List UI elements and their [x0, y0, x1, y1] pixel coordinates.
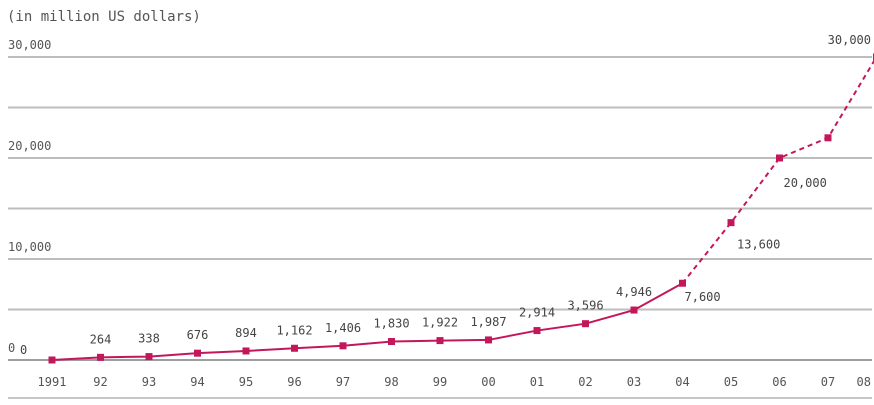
x-tick-label: 00: [481, 375, 495, 389]
data-label: 1,830: [373, 317, 409, 331]
x-tick-label: 93: [142, 375, 156, 389]
x-tick-label: 95: [239, 375, 253, 389]
unit-label: (in million US dollars): [7, 9, 201, 25]
data-point: [436, 337, 444, 345]
y-tick-label: 30,000: [8, 38, 51, 52]
series-lines: [51, 59, 874, 361]
x-tick-label: 01: [530, 375, 544, 389]
data-label: 1,922: [422, 316, 458, 330]
data-point: [533, 327, 541, 335]
data-label: 30,000: [828, 33, 871, 47]
data-point: [630, 306, 638, 314]
x-axis-ticks: 1991 92 93 94 95 96 97 98 99 00 01 02 03 04 05 06 07 08: [38, 375, 871, 389]
data-point: [679, 279, 686, 287]
data-label: 20,000: [784, 176, 827, 190]
data-point: [388, 338, 395, 346]
data-label: 3,596: [567, 299, 603, 313]
x-tick-label: 99: [433, 375, 447, 389]
x-tick-label: 94: [190, 375, 204, 389]
x-tick-label: 97: [336, 375, 350, 389]
data-point: [485, 336, 492, 344]
series-line-actual: [51, 282, 683, 361]
data-labels: 0 264 338 676 894 1,162 1,406 1,830 1,922 1,987 2,…: [20, 33, 871, 357]
x-tick-label: 98: [384, 375, 398, 389]
data-label: 0: [20, 343, 27, 357]
data-label: 1,162: [276, 323, 312, 337]
data-point: [48, 356, 56, 364]
x-tick-label: 04: [675, 375, 689, 389]
data-label: 13,600: [737, 238, 780, 252]
data-label: 1,406: [325, 321, 361, 335]
data-point: [291, 344, 298, 352]
y-axis-ticks: 0 10,000 20,000 30,000: [8, 38, 51, 355]
data-point: [582, 320, 589, 328]
y-tick-label: 20,000: [8, 139, 51, 153]
data-label: 264: [90, 332, 112, 346]
x-tick-label: 06: [772, 375, 786, 389]
data-points: [48, 53, 874, 364]
data-point: [776, 154, 783, 162]
x-tick-label: 07: [821, 375, 835, 389]
x-tick-label: 02: [578, 375, 592, 389]
data-point: [824, 134, 832, 142]
x-tick-label: 92: [93, 375, 107, 389]
gridlines: [8, 56, 872, 399]
data-label: 894: [235, 326, 257, 340]
y-tick-label: 0: [8, 341, 15, 355]
data-point: [145, 353, 153, 361]
data-label: 1,987: [470, 315, 506, 329]
data-label: 7,600: [685, 290, 721, 304]
data-label: 338: [138, 332, 160, 346]
data-point: [97, 353, 104, 361]
x-tick-label: 03: [627, 375, 641, 389]
data-point: [194, 349, 201, 357]
data-point: [727, 219, 735, 227]
y-tick-label: 10,000: [8, 240, 51, 254]
x-tick-label: 08: [857, 375, 871, 389]
data-label: 4,946: [616, 285, 652, 299]
x-tick-label: 1991: [38, 375, 67, 389]
data-point: [339, 342, 347, 350]
data-label: 676: [187, 328, 209, 342]
data-label: 2,914: [519, 306, 555, 320]
x-tick-label: 96: [287, 375, 301, 389]
data-point: [242, 347, 250, 355]
x-tick-label: 05: [724, 375, 738, 389]
